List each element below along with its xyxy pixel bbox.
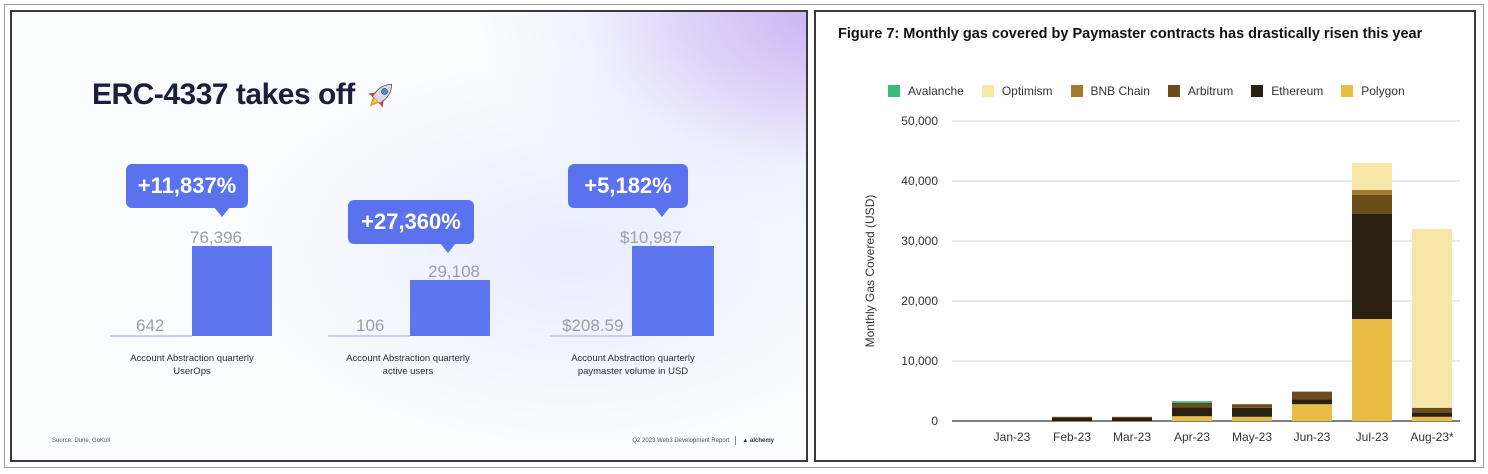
legend-item-polygon: Polygon (1341, 84, 1405, 98)
bar-segment-ethereum (1292, 399, 1332, 405)
bar-segment-ethereum (1412, 412, 1452, 417)
x-tick-label: Apr-23 (1174, 430, 1210, 444)
metric-1-caption: Account Abstraction quarterly UserOps (107, 352, 277, 378)
bar-segment-polygon (1412, 416, 1452, 421)
bar-segment-arbitrum (1292, 391, 1332, 400)
bar-segment-arbitrum (1232, 404, 1272, 408)
legend-label: Avalanche (908, 84, 964, 98)
legend-item-arbitrum: Arbitrum (1167, 84, 1234, 98)
x-tick-label: Jan-23 (994, 430, 1031, 444)
bar-segment-ethereum (1172, 407, 1212, 417)
footer-brand-text: alchemy (749, 437, 774, 444)
metric-2-change-callout: +27,360% (348, 200, 474, 253)
metric-1-caption-line1: Account Abstraction quarterly (130, 353, 254, 364)
metric-2-after-bar (410, 280, 490, 336)
y-tick-label: 0 (931, 414, 938, 428)
legend-swatch (1070, 85, 1083, 97)
legend-swatch (981, 85, 994, 97)
rocket-icon (368, 83, 392, 108)
legend-item-optimism: Optimism (981, 84, 1053, 98)
bar-segment-optimism (1412, 229, 1452, 408)
slide-source: Source: Dune, GoKoll (52, 438, 111, 444)
metric-1-after-bar (192, 246, 272, 336)
x-tick-label: Jun-23 (1294, 430, 1331, 444)
metric-1-after-value: 76,396 (190, 228, 242, 247)
metric-1-before-bar (110, 335, 192, 337)
metric-2-change: +27,360% (361, 209, 461, 234)
x-tick-label: May-23 (1232, 430, 1272, 444)
chart-panel: Figure 7: Monthly gas covered by Paymast… (814, 10, 1476, 462)
legend-label: Polygon (1361, 84, 1405, 98)
metric-2-caption: Account Abstraction quarterly active use… (323, 352, 493, 378)
metric-2-caption-line1: Account Abstraction quarterly (346, 353, 470, 364)
bar-segment-polygon (1232, 416, 1272, 421)
metric-3-caption-line2: paymaster volume in USD (577, 366, 689, 377)
legend-label: Arbitrum (1187, 84, 1234, 98)
slide-title-text: ERC-4337 takes off (92, 78, 355, 111)
legend-label: BNB Chain (1090, 84, 1150, 98)
slide-title: ERC-4337 takes off (92, 78, 399, 112)
y-tick-label: 50,000 (901, 114, 938, 128)
bar-segment-bnb-chain (1352, 190, 1392, 195)
y-tick-label: 30,000 (901, 234, 938, 248)
bar-segment-polygon (1172, 416, 1212, 421)
legend-swatch (1251, 85, 1264, 97)
x-tick-label: Feb-23 (1053, 430, 1091, 444)
metric-2-after-value: 29,108 (428, 262, 480, 281)
x-tick-label: Aug-23* (1410, 430, 1454, 444)
metric-1-change-callout: +11,837% (126, 164, 248, 217)
metric-3-change: +5,182% (584, 173, 672, 198)
legend-swatch (888, 85, 900, 97)
metric-3-after-value: $10,987 (620, 228, 682, 247)
slide-panel: ERC-4337 takes off +11,837% 76,396 642 A… (10, 10, 808, 462)
y-axis-label: Monthly Gas Covered (USD) (863, 195, 877, 348)
alchemy-logo-icon: ▲ (742, 437, 749, 444)
x-tick-label: Jul-23 (1356, 430, 1389, 444)
legend-swatch (1167, 85, 1180, 97)
bar-segment-polygon (1352, 319, 1392, 421)
metric-2-before-bar (328, 335, 410, 337)
bar-segment-arbitrum (1172, 403, 1212, 408)
legend-item-ethereum: Ethereum (1251, 84, 1323, 98)
bar-segment-arbitrum (1412, 407, 1452, 413)
bar-segment-ethereum (1112, 418, 1152, 421)
footer-divider (735, 436, 737, 445)
metric-2-before-value: 106 (356, 316, 385, 335)
footer-brand: ▲ alchemy (742, 438, 774, 444)
chart-legend: Avalanche Optimism BNB Chain Arbitrum Ethere… (888, 84, 1405, 98)
stacked-bar-chart: 0 10,000 20,000 30,000 40,000 50,000 Monthly G… (863, 114, 1460, 444)
metric-1-change: +11,837% (137, 173, 237, 198)
metric-3-before-bar (550, 335, 632, 337)
y-tick-label: 40,000 (901, 174, 938, 188)
footer-report: Q2 2023 Web3 Development Report (632, 437, 730, 444)
screenshot-frame (4, 4, 1484, 468)
y-tick-label: 20,000 (901, 294, 938, 308)
legend-label: Ethereum (1271, 84, 1324, 98)
x-tick-label: Mar-23 (1113, 430, 1151, 444)
bar-segment-avalanche (1172, 401, 1212, 403)
legend-label: Optimism (1001, 84, 1053, 98)
bar-segment-polygon (1292, 404, 1332, 421)
metric-3-caption-line1: Account Abstraction quarterly (571, 353, 695, 364)
y-tick-label: 10,000 (901, 354, 938, 368)
bar-segment-ethereum (1232, 407, 1272, 417)
bar-segment-arbitrum (1352, 194, 1392, 214)
metric-3-caption: Account Abstraction quarterly paymaster … (548, 352, 718, 378)
metric-3-change-callout: +5,182% (568, 164, 688, 217)
slide-footer: Q2 2023 Web3 Development Report ▲ alchem… (632, 436, 774, 445)
bar-segment-arbitrum (1112, 416, 1152, 418)
chart-title: Figure 7: Monthly gas covered by Paymast… (838, 26, 1423, 42)
legend-swatch (1341, 85, 1354, 97)
metric-3-after-bar (632, 246, 714, 336)
bar-segment-arbitrum (1052, 416, 1092, 418)
metric-1-before-value: 642 (136, 316, 165, 335)
bar-segment-optimism (1352, 163, 1392, 190)
metric-3-before-value: $208.59 (562, 316, 624, 335)
legend-item-avalanche: Avalanche (888, 84, 964, 98)
legend-item-bnb-chain: BNB Chain (1070, 84, 1150, 98)
bar-segment-ethereum (1352, 214, 1392, 319)
bar-segment-ethereum (1052, 418, 1092, 421)
metric-2-caption-line2: active users (382, 366, 434, 377)
metric-1-caption-line2: UserOps (173, 366, 211, 377)
